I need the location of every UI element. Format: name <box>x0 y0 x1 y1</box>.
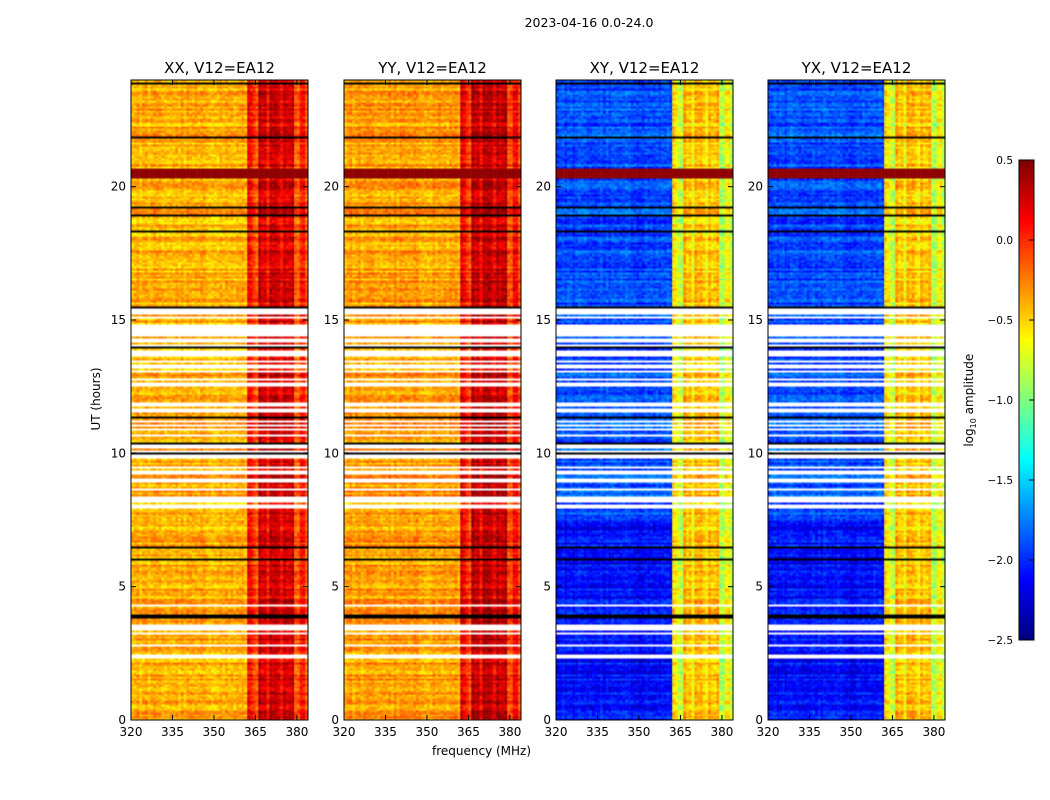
x-tick-label: 365 <box>457 725 480 739</box>
x-tick-label: 365 <box>244 725 267 739</box>
y-tick-label: 20 <box>111 180 126 194</box>
heatmap-yx <box>768 80 945 720</box>
figure-suptitle: 2023-04-16 0.0-24.0 <box>524 15 654 30</box>
colorbar-tick-label: −2.0 <box>988 555 1014 567</box>
x-tick-label: 335 <box>374 725 397 739</box>
heatmap-xy <box>556 80 733 720</box>
panel-title: YX, V12=EA12 <box>801 59 912 77</box>
y-tick-label: 0 <box>755 713 763 727</box>
panel-frame <box>767 79 946 721</box>
x-tick-label: 350 <box>203 725 226 739</box>
colorbar-tick-label: −2.5 <box>988 635 1014 647</box>
y-tick-label: 10 <box>324 446 339 460</box>
y-tick-label: 10 <box>111 446 126 460</box>
colorbar-tick-label: −1.5 <box>988 475 1014 487</box>
y-tick-label: 15 <box>324 313 339 327</box>
x-tick-label: 380 <box>285 725 308 739</box>
x-tick-label: 350 <box>840 725 863 739</box>
x-tick-label: 320 <box>333 725 356 739</box>
y-tick-label: 5 <box>755 580 763 594</box>
y-tick-label: 15 <box>111 313 126 327</box>
panel-frame <box>130 79 309 721</box>
colorbar-tick-label: 0.0 <box>996 235 1013 247</box>
x-tick-label: 350 <box>416 725 439 739</box>
x-tick-label: 335 <box>798 725 821 739</box>
x-tick-label: 365 <box>881 725 904 739</box>
colorbar-tick-label: −0.5 <box>988 315 1014 327</box>
heatmap-xx <box>131 80 308 720</box>
x-tick-label: 380 <box>710 725 733 739</box>
x-tick-label: 320 <box>120 725 143 739</box>
x-tick-label: 335 <box>586 725 609 739</box>
y-tick-label: 0 <box>331 713 339 727</box>
heatmap-yy <box>344 80 521 720</box>
panel-frame <box>343 79 522 721</box>
y-tick-label: 10 <box>748 446 763 460</box>
y-tick-label: 0 <box>118 713 126 727</box>
x-tick-label: 335 <box>161 725 184 739</box>
y-tick-label: 5 <box>543 580 551 594</box>
x-tick-label: 320 <box>545 725 568 739</box>
panel-frame <box>555 79 734 721</box>
x-tick-label: 365 <box>669 725 692 739</box>
panel-title: XY, V12=EA12 <box>589 59 700 77</box>
x-axis-label: frequency (MHz) <box>432 744 532 758</box>
y-tick-label: 20 <box>536 180 551 194</box>
y-tick-label: 15 <box>536 313 551 327</box>
y-tick-label: 10 <box>536 446 551 460</box>
colorbar <box>1019 160 1034 640</box>
y-tick-label: 5 <box>118 580 126 594</box>
y-tick-label: 0 <box>543 713 551 727</box>
y-tick-label: 5 <box>331 580 339 594</box>
panel-title: XX, V12=EA12 <box>164 59 275 77</box>
x-tick-label: 380 <box>498 725 521 739</box>
colorbar-tick-label: 0.5 <box>996 155 1013 167</box>
x-tick-label: 350 <box>628 725 651 739</box>
y-tick-label: 20 <box>324 180 339 194</box>
x-tick-label: 380 <box>922 725 945 739</box>
x-tick-label: 320 <box>757 725 780 739</box>
y-tick-label: 20 <box>748 180 763 194</box>
panel-title: YY, V12=EA12 <box>378 59 487 77</box>
y-tick-label: 15 <box>748 313 763 327</box>
colorbar-tick-label: −1.0 <box>988 395 1014 407</box>
